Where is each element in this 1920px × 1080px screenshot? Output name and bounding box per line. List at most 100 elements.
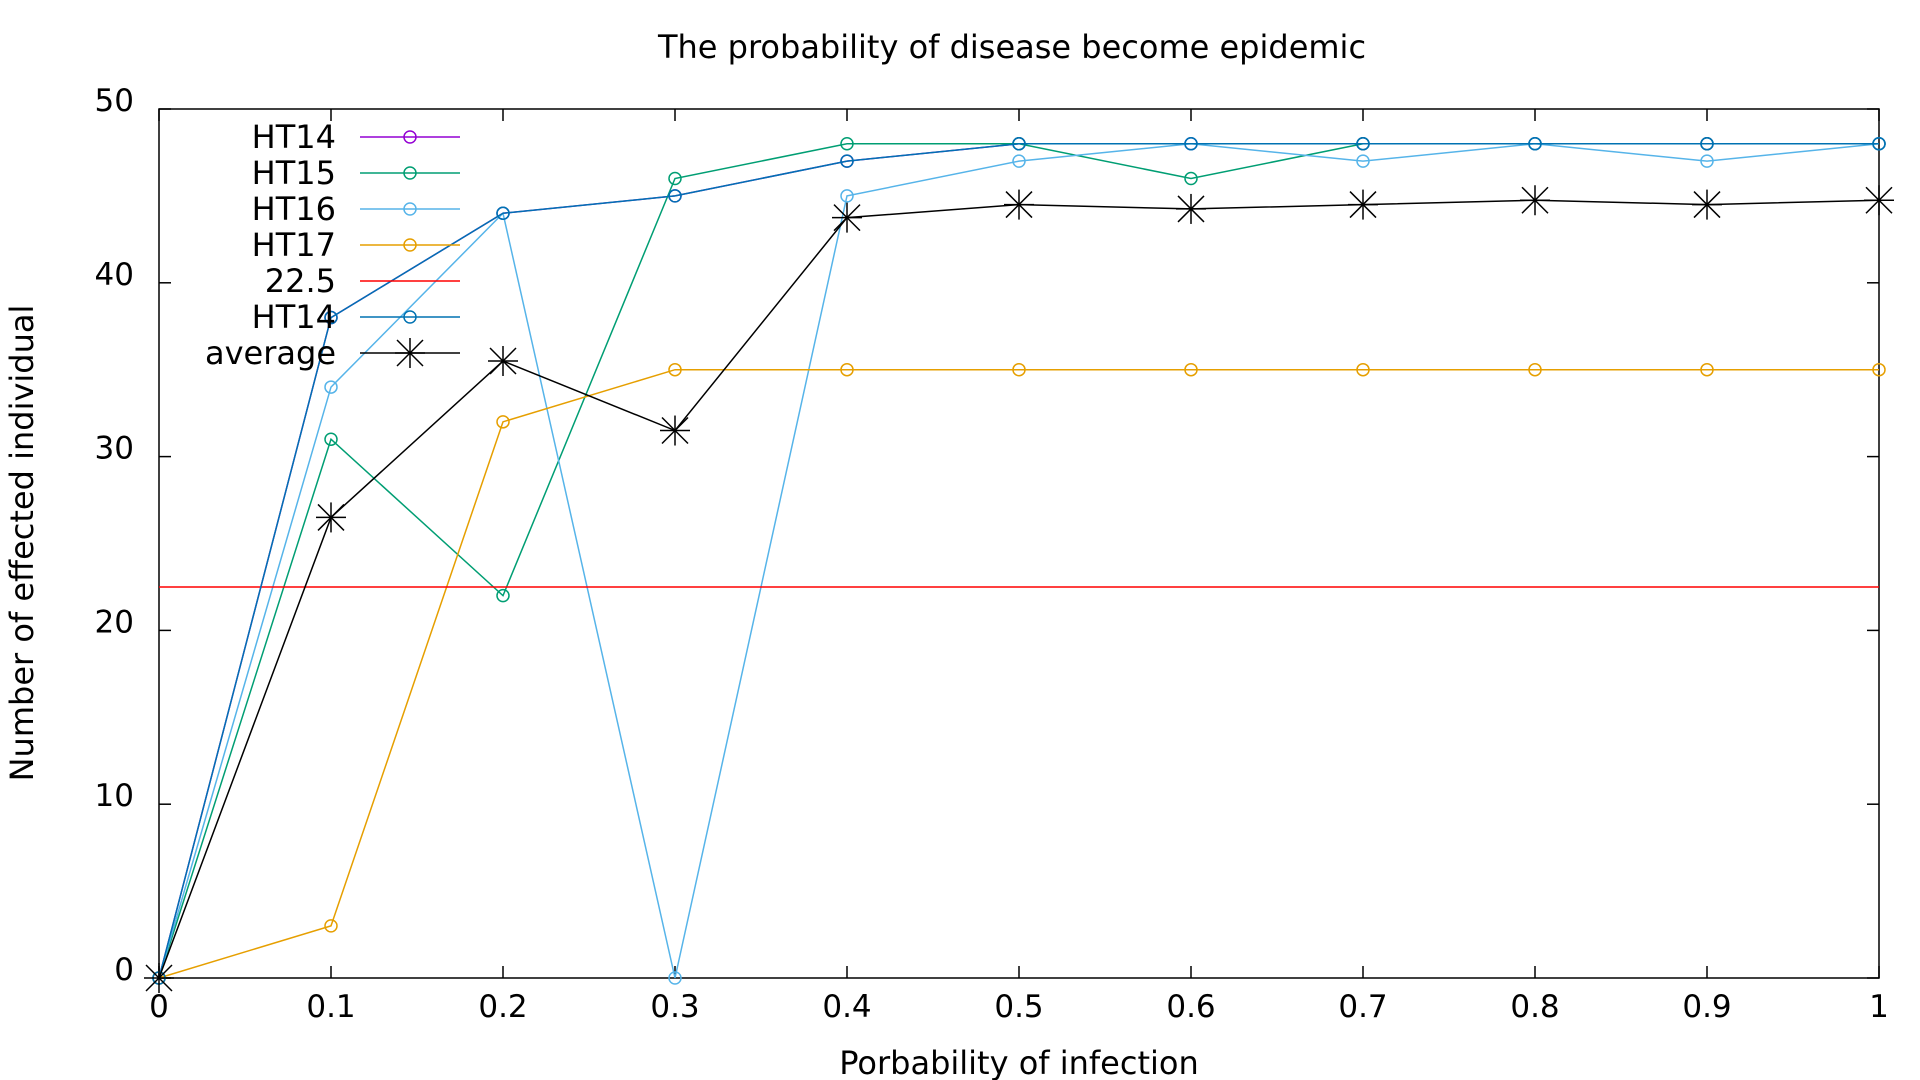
y-axis: 0 10 20 30 40 50 — [95, 83, 1879, 988]
data-point — [324, 310, 338, 325]
x-tick-label: 0.8 — [1510, 989, 1559, 1025]
data-point — [1528, 137, 1542, 151]
series-layer — [144, 137, 1894, 993]
y-tick-label: 10 — [95, 778, 134, 814]
data-point — [1184, 137, 1198, 151]
data-point — [496, 588, 510, 603]
data-point — [1012, 362, 1026, 377]
data-point — [496, 206, 510, 221]
series-1 — [152, 137, 1886, 985]
series-line — [158, 143, 1879, 979]
legend-label: HT16 — [252, 190, 336, 228]
data-point — [1700, 137, 1714, 151]
legend-label: HT17 — [252, 226, 336, 264]
data-point — [1012, 137, 1026, 151]
legend-label: average — [205, 334, 336, 372]
data-point — [1520, 185, 1550, 216]
x-tick-label: 0.1 — [306, 989, 355, 1025]
chart-title: The probability of disease become epidem… — [657, 28, 1366, 66]
data-point — [1872, 362, 1886, 377]
x-tick-label: 0.3 — [650, 989, 699, 1025]
data-point — [1356, 362, 1370, 377]
data-point — [1872, 137, 1886, 151]
legend-marker — [395, 338, 425, 368]
legend-label: HT14 — [252, 298, 336, 336]
data-point — [144, 963, 174, 993]
x-tick-label: 0 — [149, 989, 169, 1025]
data-point — [1356, 137, 1370, 151]
data-point — [832, 202, 862, 233]
data-point — [1528, 362, 1542, 377]
data-point — [840, 137, 854, 151]
y-tick-label: 0 — [114, 952, 134, 988]
data-point — [840, 154, 854, 168]
x-tick-label: 1 — [1869, 989, 1889, 1025]
x-tick-label: 0.6 — [1166, 989, 1215, 1025]
legend-entry: HT17 — [252, 226, 460, 264]
legend-marker — [403, 310, 417, 324]
series-line — [158, 368, 1879, 979]
legend-entry: HT15 — [252, 154, 460, 192]
data-point — [1692, 189, 1722, 220]
data-point — [1864, 185, 1894, 216]
y-tick-label: 40 — [95, 257, 134, 293]
series-6 — [144, 185, 1894, 993]
series-line — [158, 143, 1879, 979]
x-tick-label: 0.2 — [478, 989, 527, 1025]
data-point — [668, 362, 682, 377]
data-point — [496, 415, 510, 429]
y-tick-label: 30 — [95, 431, 134, 467]
legend-marker — [403, 202, 417, 216]
data-point — [1004, 189, 1034, 220]
series-line — [158, 143, 1879, 979]
data-point — [1176, 193, 1206, 224]
series-5 — [152, 137, 1886, 985]
plot-frame — [158, 108, 1880, 979]
series-0 — [152, 137, 1886, 985]
data-point — [1184, 171, 1198, 186]
data-point — [1356, 154, 1370, 168]
data-point — [1700, 154, 1714, 168]
x-axis-title: Porbability of infection — [839, 1044, 1198, 1080]
data-point — [488, 346, 518, 377]
data-point — [840, 362, 854, 377]
data-point — [1184, 362, 1198, 377]
legend-label: HT15 — [252, 154, 336, 192]
legend-label: HT14 — [252, 118, 336, 156]
legend-entry: HT16 — [252, 190, 460, 228]
legend-entry: average — [205, 334, 460, 372]
y-axis-title: Number of effected individual — [3, 305, 41, 782]
x-tick-label: 0.9 — [1682, 989, 1731, 1025]
data-point — [316, 502, 346, 533]
data-point — [1348, 189, 1378, 220]
legend-marker — [403, 166, 417, 180]
y-tick-label: 20 — [95, 604, 134, 640]
y-tick-label: 50 — [95, 83, 134, 119]
x-tick-label: 0.5 — [994, 989, 1043, 1025]
series-3 — [152, 362, 1886, 985]
data-point — [840, 189, 854, 203]
legend-label: 22.5 — [265, 262, 336, 300]
x-tick-label: 0.4 — [822, 989, 871, 1025]
legend-entry: HT14 — [252, 118, 460, 156]
data-point — [668, 971, 682, 985]
series-line — [158, 143, 1880, 979]
x-tick-label: 0.7 — [1338, 989, 1387, 1025]
legend-marker — [403, 130, 417, 144]
data-point — [668, 171, 682, 186]
data-point — [1700, 362, 1714, 377]
data-point — [324, 380, 338, 394]
data-point — [1012, 154, 1026, 168]
legend-entry: 22.5 — [265, 262, 460, 300]
data-point — [324, 432, 338, 446]
legend-entry: HT14 — [252, 298, 460, 336]
data-point — [660, 415, 690, 446]
x-axis: 0 0.1 0.2 0.3 0.4 0.5 0.6 0.7 0.8 0.9 1 — [149, 109, 1889, 1025]
data-point — [324, 919, 338, 933]
series-2 — [152, 137, 1886, 985]
legend-marker — [403, 238, 417, 252]
data-point — [668, 189, 682, 203]
